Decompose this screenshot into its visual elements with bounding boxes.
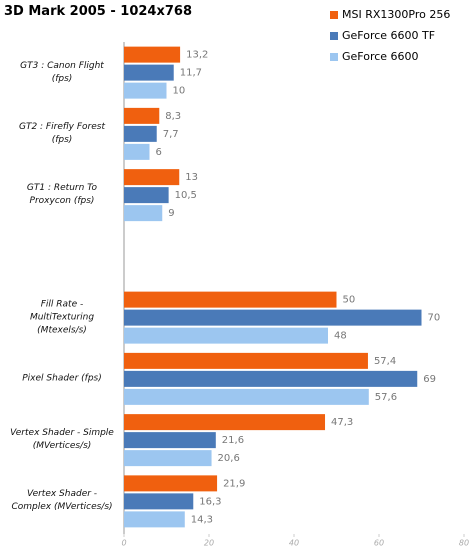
value-label: 16,3 xyxy=(199,496,221,507)
y-tick-label: GT2 : Firefly Forest (fps) xyxy=(18,121,105,145)
value-label: 14,3 xyxy=(191,514,213,525)
bar xyxy=(124,370,418,387)
bar xyxy=(124,309,422,326)
legend-swatch xyxy=(330,32,338,40)
y-tick-label: Vertex Shader - Simple (MVertices/s) xyxy=(10,428,114,452)
y-tick-label: GT1 : Return To Proxycon (fps) xyxy=(26,183,98,207)
value-label: 57,6 xyxy=(375,392,397,403)
value-label: 48 xyxy=(334,331,347,342)
legend-swatch xyxy=(330,11,338,19)
bar xyxy=(124,450,212,467)
bar xyxy=(124,291,337,308)
bar xyxy=(124,432,216,449)
value-label: 10,5 xyxy=(175,190,197,201)
bar xyxy=(124,82,167,99)
bar xyxy=(124,414,326,431)
bar xyxy=(124,493,194,510)
value-label: 69 xyxy=(423,374,436,385)
bar xyxy=(124,205,163,222)
bar xyxy=(124,352,368,369)
y-tick-label: Pixel Shader (fps) xyxy=(22,373,102,384)
value-label: 13,2 xyxy=(186,50,208,61)
value-label: 6 xyxy=(156,147,162,158)
bar xyxy=(124,107,160,124)
value-label: 8,3 xyxy=(165,111,181,122)
bar xyxy=(124,475,218,492)
value-label: 9 xyxy=(168,208,174,219)
value-label: 7,7 xyxy=(163,129,179,140)
x-tick-label: 40 xyxy=(289,539,299,548)
value-label: 13 xyxy=(185,172,198,183)
chart-title: 3D Mark 2005 - 1024x768 xyxy=(4,4,192,19)
value-label: 57,4 xyxy=(374,356,396,367)
bar xyxy=(124,169,180,186)
bar xyxy=(124,511,185,528)
bar xyxy=(124,125,157,142)
bar xyxy=(124,64,174,81)
bar xyxy=(124,388,369,405)
value-label: 10 xyxy=(173,86,186,97)
value-label: 70 xyxy=(428,313,441,324)
legend-label: GeForce 6600 xyxy=(342,50,419,63)
value-label: 11,7 xyxy=(180,68,202,79)
value-label: 50 xyxy=(343,295,356,306)
value-label: 21,6 xyxy=(222,435,244,446)
value-label: 20,6 xyxy=(218,453,240,464)
legend-label: GeForce 6600 TF xyxy=(342,29,435,42)
bar xyxy=(124,143,150,160)
value-label: 21,9 xyxy=(223,478,245,489)
y-tick-label: Fill Rate - MultiTexturing (Mtexels/s) xyxy=(29,299,95,336)
x-tick-label: 20 xyxy=(204,539,214,548)
bar xyxy=(124,187,169,204)
x-tick-label: 60 xyxy=(374,539,384,548)
value-label: 47,3 xyxy=(331,417,353,428)
y-tick-label: Vertex Shader - Complex (MVertices/s) xyxy=(11,489,113,513)
x-tick-label: 80 xyxy=(459,539,469,548)
y-tick-label: GT3 : Canon Flight (fps) xyxy=(20,60,104,84)
legend-swatch xyxy=(330,53,338,61)
bar xyxy=(124,327,328,344)
bar xyxy=(124,46,181,63)
x-tick-label: 0 xyxy=(121,539,126,548)
legend-label: MSI RX1300Pro 256 xyxy=(342,8,450,21)
